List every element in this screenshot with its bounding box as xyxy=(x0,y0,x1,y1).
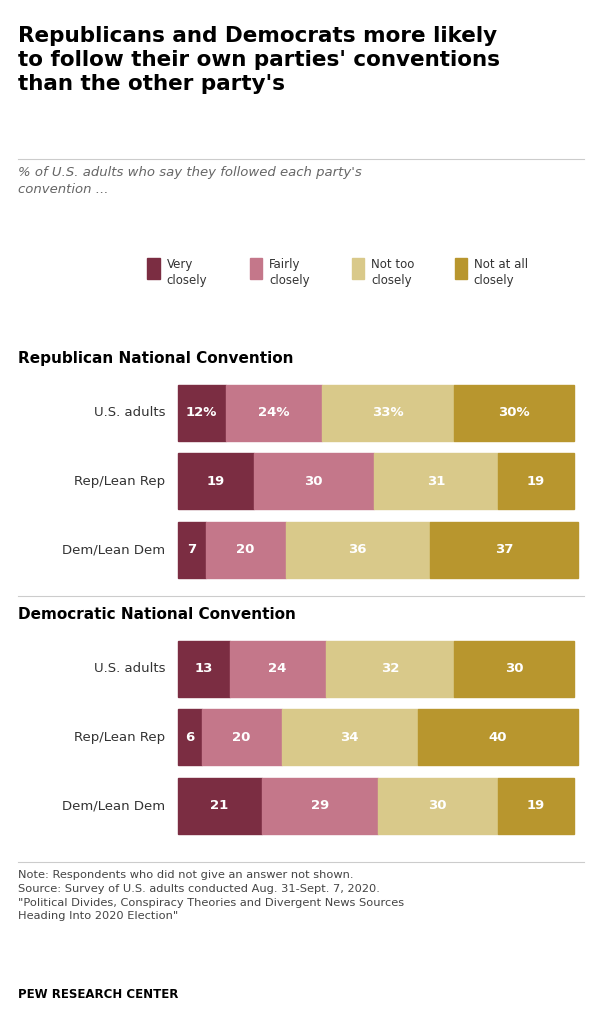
Bar xyxy=(202,709,282,766)
Bar xyxy=(454,641,574,697)
Text: % of U.S. adults who say they followed each party's
convention ...: % of U.S. adults who say they followed e… xyxy=(18,166,362,196)
Bar xyxy=(226,384,321,440)
Bar xyxy=(321,384,454,440)
Bar xyxy=(178,778,262,834)
Bar xyxy=(374,453,498,509)
Text: 6: 6 xyxy=(185,731,194,743)
Text: 19: 19 xyxy=(527,475,545,487)
Bar xyxy=(418,709,578,766)
Bar xyxy=(454,384,574,440)
Text: 13: 13 xyxy=(194,663,213,675)
Text: 21: 21 xyxy=(211,800,229,812)
Text: 34: 34 xyxy=(341,731,359,743)
Text: 24%: 24% xyxy=(258,407,290,419)
Text: Not at all
closely: Not at all closely xyxy=(474,258,528,287)
Bar xyxy=(286,522,430,578)
Bar xyxy=(178,384,226,440)
Bar xyxy=(206,522,286,578)
Text: Dem/Lean Dem: Dem/Lean Dem xyxy=(63,544,166,556)
Text: Dem/Lean Dem: Dem/Lean Dem xyxy=(63,800,166,812)
Bar xyxy=(262,778,378,834)
Text: 29: 29 xyxy=(311,800,329,812)
Text: 20: 20 xyxy=(232,731,251,743)
Text: 20: 20 xyxy=(237,544,255,556)
Text: Rep/Lean Rep: Rep/Lean Rep xyxy=(75,475,166,487)
Text: 19: 19 xyxy=(206,475,225,487)
Text: U.S. adults: U.S. adults xyxy=(94,663,166,675)
Bar xyxy=(178,709,202,766)
Text: 12%: 12% xyxy=(186,407,217,419)
Bar xyxy=(378,778,498,834)
Bar xyxy=(282,709,418,766)
Text: Rep/Lean Rep: Rep/Lean Rep xyxy=(75,731,166,743)
Bar xyxy=(498,453,574,509)
Text: 30: 30 xyxy=(504,663,523,675)
Text: 30: 30 xyxy=(429,800,447,812)
Text: 24: 24 xyxy=(268,663,287,675)
Text: Democratic National Convention: Democratic National Convention xyxy=(18,607,296,622)
Text: Republicans and Democrats more likely
to follow their own parties' conventions
t: Republicans and Democrats more likely to… xyxy=(18,26,500,93)
Bar xyxy=(352,258,364,279)
Text: Very
closely: Very closely xyxy=(167,258,207,287)
Text: Republican National Convention: Republican National Convention xyxy=(18,351,294,366)
Text: 33%: 33% xyxy=(372,407,403,419)
Bar xyxy=(178,453,253,509)
Text: 19: 19 xyxy=(527,800,545,812)
Bar xyxy=(498,778,574,834)
Text: Note: Respondents who did not give an answer not shown.
Source: Survey of U.S. a: Note: Respondents who did not give an an… xyxy=(18,870,404,922)
Bar xyxy=(326,641,454,697)
Text: Fairly
closely: Fairly closely xyxy=(269,258,309,287)
Bar xyxy=(147,258,160,279)
Bar xyxy=(178,522,206,578)
Text: 7: 7 xyxy=(187,544,196,556)
Bar xyxy=(430,522,578,578)
Text: Not too
closely: Not too closely xyxy=(371,258,415,287)
Bar xyxy=(253,453,374,509)
Text: 40: 40 xyxy=(489,731,507,743)
Bar xyxy=(229,641,326,697)
Text: 37: 37 xyxy=(495,544,513,556)
Text: U.S. adults: U.S. adults xyxy=(94,407,166,419)
Text: 30: 30 xyxy=(305,475,323,487)
Text: 31: 31 xyxy=(427,475,445,487)
Bar xyxy=(178,641,229,697)
Bar xyxy=(455,258,467,279)
Text: 30%: 30% xyxy=(498,407,530,419)
Text: 32: 32 xyxy=(380,663,399,675)
Bar xyxy=(250,258,262,279)
Text: PEW RESEARCH CENTER: PEW RESEARCH CENTER xyxy=(18,988,178,1001)
Text: 36: 36 xyxy=(349,544,367,556)
